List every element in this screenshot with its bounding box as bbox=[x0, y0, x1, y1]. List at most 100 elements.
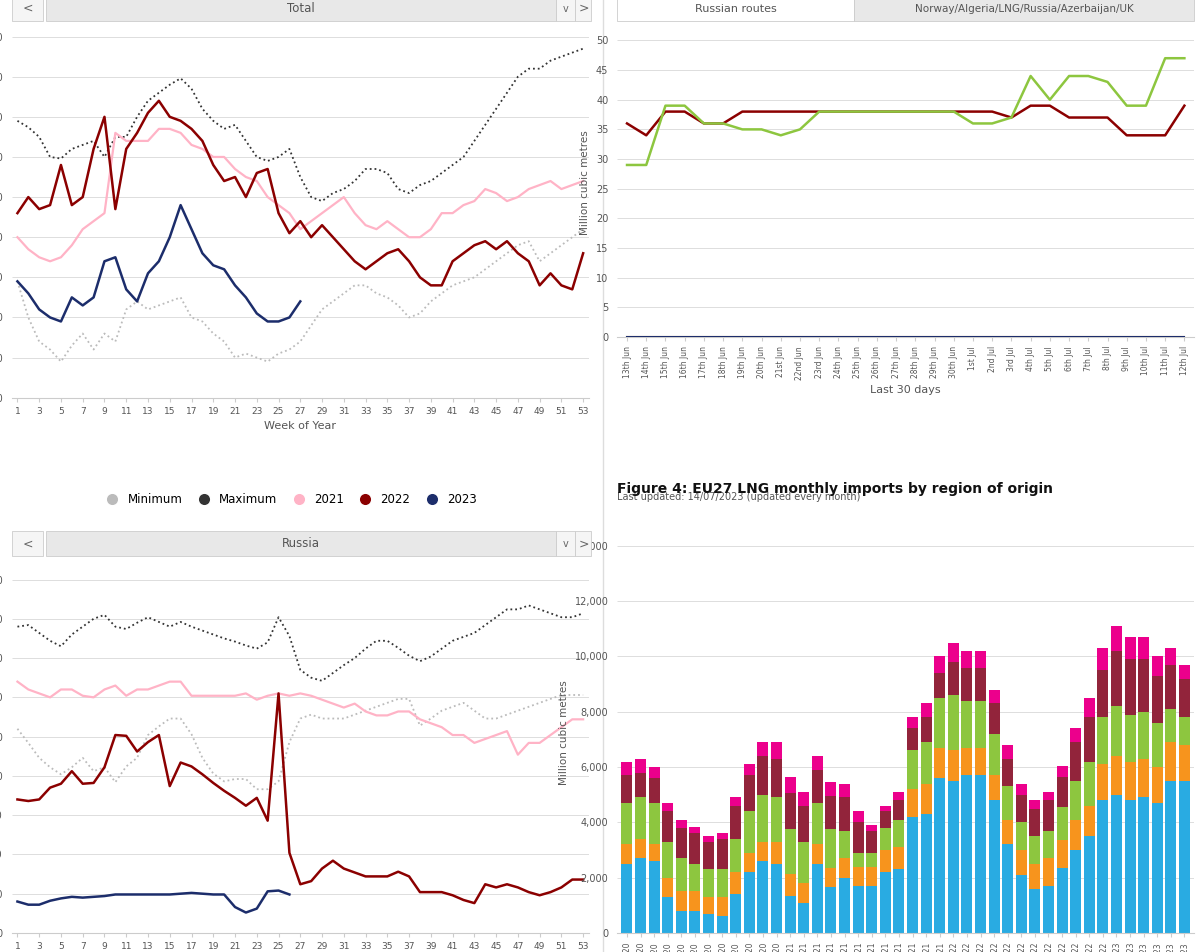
Bar bbox=[935, 747, 946, 778]
Bar bbox=[635, 759, 646, 773]
Bar bbox=[1152, 803, 1163, 933]
Bar bbox=[989, 775, 1000, 801]
Bar bbox=[907, 817, 918, 933]
Bar bbox=[622, 844, 632, 863]
Bar bbox=[622, 775, 632, 803]
Bar bbox=[744, 872, 755, 933]
Bar bbox=[1111, 626, 1122, 651]
Bar bbox=[1057, 777, 1068, 807]
Bar bbox=[798, 902, 809, 933]
Text: Russian routes: Russian routes bbox=[695, 4, 776, 13]
Bar bbox=[920, 704, 931, 717]
Bar bbox=[1070, 743, 1081, 781]
Bar bbox=[1084, 805, 1094, 836]
Bar bbox=[1070, 850, 1081, 933]
Bar bbox=[961, 651, 972, 667]
Bar bbox=[853, 853, 864, 866]
Bar bbox=[1139, 637, 1150, 659]
Bar bbox=[1070, 781, 1081, 820]
Bar bbox=[676, 828, 686, 859]
Text: Last updated: 14/07/2023 (updated every month): Last updated: 14/07/2023 (updated every … bbox=[618, 492, 860, 502]
Bar bbox=[880, 805, 890, 811]
Bar bbox=[1070, 728, 1081, 743]
Bar bbox=[989, 734, 1000, 775]
Bar bbox=[716, 897, 727, 917]
Bar bbox=[1098, 670, 1109, 717]
Bar bbox=[920, 743, 931, 783]
Bar bbox=[1124, 659, 1135, 715]
Bar bbox=[785, 829, 796, 874]
Bar bbox=[772, 863, 782, 933]
Bar bbox=[812, 863, 823, 933]
Text: Russia: Russia bbox=[282, 537, 320, 550]
Bar bbox=[866, 831, 877, 853]
Bar bbox=[907, 728, 918, 750]
Bar bbox=[976, 667, 986, 701]
Text: >: > bbox=[578, 537, 589, 550]
Bar bbox=[1016, 875, 1027, 933]
Bar bbox=[1057, 765, 1068, 777]
Text: v: v bbox=[563, 4, 569, 13]
Bar bbox=[731, 839, 742, 872]
Bar bbox=[935, 657, 946, 673]
Bar bbox=[1111, 795, 1122, 933]
Bar bbox=[1124, 801, 1135, 933]
Bar bbox=[1016, 795, 1027, 823]
Bar bbox=[1057, 841, 1068, 868]
Bar bbox=[866, 825, 877, 831]
Bar bbox=[1098, 717, 1109, 764]
Bar bbox=[853, 866, 864, 886]
Bar bbox=[976, 747, 986, 775]
Bar bbox=[649, 861, 660, 933]
Bar bbox=[757, 842, 768, 861]
Bar bbox=[662, 842, 673, 878]
Bar bbox=[920, 717, 931, 743]
Bar bbox=[812, 803, 823, 844]
Bar bbox=[1016, 783, 1027, 795]
Bar bbox=[662, 811, 673, 842]
Bar bbox=[948, 662, 959, 695]
Bar bbox=[1043, 792, 1054, 801]
Bar bbox=[798, 883, 809, 902]
Bar bbox=[690, 863, 701, 891]
Bar bbox=[812, 756, 823, 770]
Text: Figure 4: EU27 LNG monthly imports by region of origin: Figure 4: EU27 LNG monthly imports by re… bbox=[618, 482, 1054, 496]
Bar bbox=[1165, 648, 1176, 664]
Bar bbox=[907, 750, 918, 789]
Bar bbox=[826, 887, 836, 933]
Bar bbox=[1030, 889, 1040, 933]
Text: <: < bbox=[23, 2, 32, 15]
Bar bbox=[853, 823, 864, 853]
Bar bbox=[716, 833, 727, 839]
Bar bbox=[1152, 676, 1163, 723]
Bar bbox=[935, 698, 946, 747]
Bar bbox=[703, 914, 714, 933]
Bar bbox=[866, 853, 877, 866]
Bar bbox=[961, 701, 972, 747]
Bar bbox=[1030, 863, 1040, 889]
Bar bbox=[1152, 657, 1163, 676]
Bar bbox=[935, 673, 946, 698]
Bar bbox=[690, 833, 701, 863]
Bar bbox=[716, 869, 727, 897]
Bar bbox=[1057, 868, 1068, 933]
Bar bbox=[826, 783, 836, 796]
Bar bbox=[1124, 762, 1135, 801]
Bar bbox=[839, 783, 850, 798]
Bar bbox=[961, 747, 972, 775]
Text: <: < bbox=[23, 537, 32, 550]
Y-axis label: Million cubic metres: Million cubic metres bbox=[581, 130, 590, 235]
Bar bbox=[1165, 664, 1176, 709]
Bar bbox=[757, 743, 768, 756]
Bar bbox=[1002, 786, 1013, 820]
Bar bbox=[1152, 767, 1163, 803]
Bar bbox=[676, 891, 686, 911]
Bar bbox=[1139, 659, 1150, 712]
Bar bbox=[1030, 801, 1040, 808]
X-axis label: Week of Year: Week of Year bbox=[264, 422, 336, 431]
Bar bbox=[1165, 781, 1176, 933]
Bar bbox=[716, 839, 727, 869]
Bar bbox=[744, 775, 755, 811]
Bar bbox=[744, 764, 755, 775]
Text: v: v bbox=[563, 539, 569, 548]
